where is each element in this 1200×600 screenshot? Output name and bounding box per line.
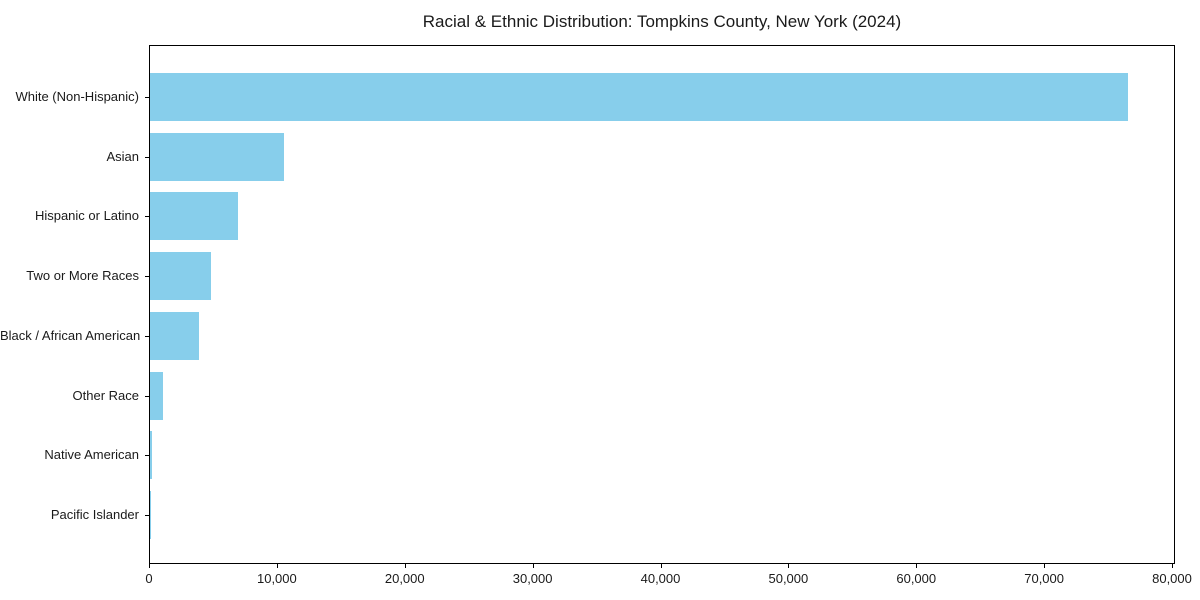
chart-title: Racial & Ethnic Distribution: Tompkins C… — [422, 12, 902, 31]
x-tick-label: 70,000 — [1024, 571, 1064, 586]
plot-area — [149, 45, 1175, 564]
y-tick — [145, 514, 149, 516]
x-tick — [404, 564, 406, 568]
x-tick — [149, 564, 150, 568]
y-tick-label: Other Race — [72, 387, 139, 403]
x-tick-label: 0 — [145, 571, 153, 586]
x-tick — [532, 564, 534, 568]
y-tick-label: Black / African American — [0, 327, 141, 343]
y-tick — [145, 455, 149, 457]
x-tick — [660, 564, 662, 568]
x-tick-label: 50,000 — [768, 571, 809, 586]
x-tick-label: 20,000 — [384, 571, 425, 586]
y-tick-label: Native American — [44, 447, 139, 463]
y-tick — [145, 276, 149, 278]
bar — [150, 252, 211, 301]
bar — [150, 192, 238, 241]
bar — [150, 132, 284, 181]
x-tick — [276, 564, 278, 568]
bar — [150, 311, 199, 360]
x-tick-label: 60,000 — [896, 571, 937, 586]
y-tick-label: Pacific Islander — [50, 506, 139, 522]
x-tick-label: 40,000 — [640, 571, 681, 586]
y-tick — [145, 97, 149, 98]
y-tick-label: Asian — [106, 148, 139, 164]
x-tick — [1044, 564, 1046, 568]
x-tick-label: 10,000 — [256, 571, 297, 586]
y-tick-label: White (Non-Hispanic) — [15, 89, 139, 104]
bar — [150, 371, 164, 420]
bar — [150, 431, 152, 480]
y-tick — [145, 395, 149, 397]
y-tick-label: Hispanic or Latino — [34, 208, 139, 224]
y-tick — [145, 216, 149, 218]
x-tick — [788, 564, 790, 568]
y-tick — [145, 335, 149, 337]
x-tick — [916, 564, 918, 568]
x-tick-label: 30,000 — [512, 571, 553, 586]
x-tick — [1172, 564, 1173, 568]
bar — [150, 73, 1128, 121]
y-tick — [145, 156, 149, 158]
y-tick-label: Two or More Races — [26, 268, 139, 284]
x-tick-label: 80,000 — [1152, 571, 1192, 586]
